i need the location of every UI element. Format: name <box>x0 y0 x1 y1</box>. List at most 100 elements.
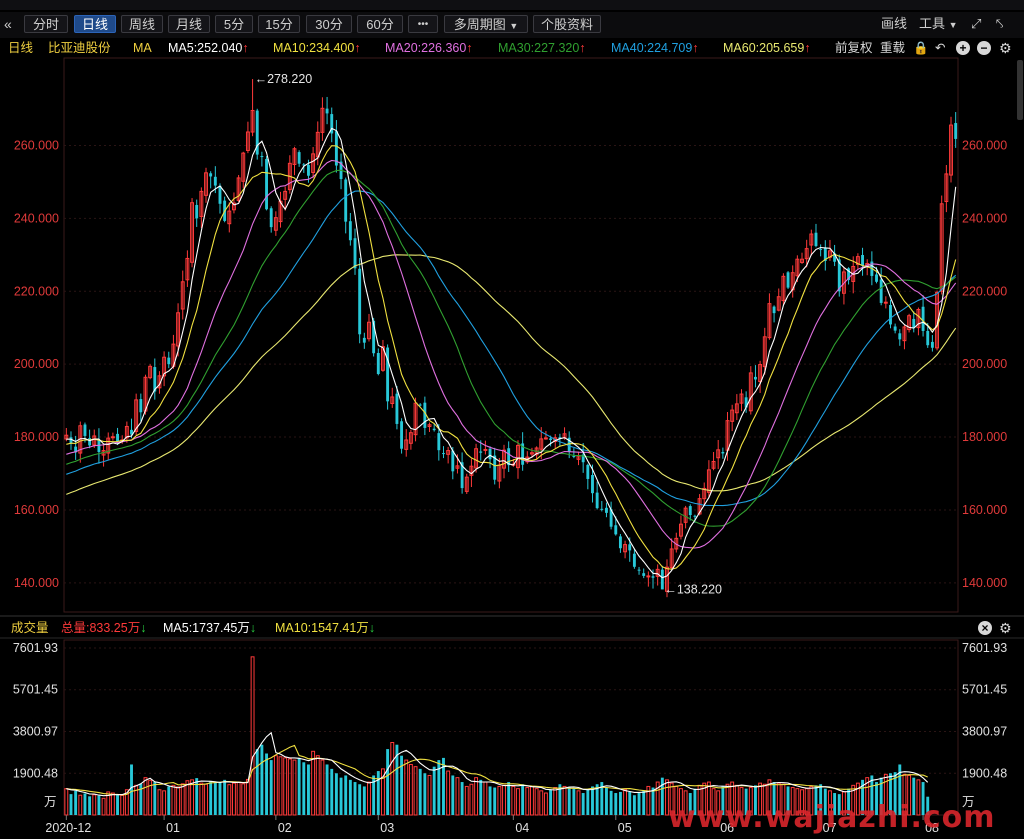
tab-3[interactable]: 月线 <box>168 15 210 33</box>
candle-body <box>176 312 181 347</box>
volume-bar <box>143 777 148 816</box>
candle-body <box>395 393 399 424</box>
multi-period-button[interactable]: 多周期图 ▼ <box>444 15 528 33</box>
x-axis-label: 2020-12 <box>45 821 91 835</box>
zoom-in-icon[interactable]: + <box>956 41 970 55</box>
tools-button[interactable]: 工具 ▼ <box>919 15 958 33</box>
candle-body <box>204 172 208 196</box>
volume-bar <box>232 782 236 816</box>
candle-body <box>153 367 157 392</box>
candle-body <box>134 399 139 432</box>
candle-body <box>493 455 497 480</box>
candle-body <box>632 553 636 567</box>
volume-bar <box>772 782 776 815</box>
volume-bar <box>64 788 69 816</box>
tab-6[interactable]: 30分 <box>306 15 352 33</box>
x-axis-label: 08 <box>925 821 939 835</box>
volume-tick-right: 3800.97 <box>962 724 1007 738</box>
collapse-icon[interactable]: ⤣ <box>996 16 1004 31</box>
volume-bar <box>241 783 246 816</box>
adjust-button[interactable]: 前复权 <box>835 41 873 55</box>
volume-bar <box>124 789 129 816</box>
volume-bar <box>287 758 292 816</box>
volume-bar <box>358 784 362 815</box>
expand-icon[interactable]: ⤢ <box>971 16 982 31</box>
volume-bar <box>539 790 544 816</box>
draw-line-button[interactable]: 画线 <box>881 16 908 31</box>
ma60-value: MA60:205.659↑ <box>723 39 811 57</box>
candle-body <box>744 397 748 408</box>
volume-bar <box>809 785 814 816</box>
more-button[interactable]: ••• <box>408 15 438 33</box>
gear-icon[interactable]: ⚙ <box>999 40 1012 56</box>
volume-bar <box>525 787 530 816</box>
ma30-value: MA30:227.320↑ <box>498 39 586 57</box>
candle-body <box>618 536 622 549</box>
up-arrow-icon: ↑ <box>354 41 361 55</box>
volume-bar <box>534 788 539 816</box>
x-axis-label: 04 <box>515 821 529 835</box>
lock-icon[interactable]: 🔒 <box>913 41 929 55</box>
stock-profile-button[interactable]: 个股资料 <box>533 15 601 33</box>
candle-body <box>344 179 348 222</box>
price-tick-left: 160.000 <box>14 503 59 517</box>
back-icon[interactable]: « <box>4 16 12 32</box>
candle-body <box>88 438 92 446</box>
volume-bar <box>800 789 804 816</box>
volume-bar <box>600 782 604 815</box>
candle-body <box>404 439 409 450</box>
price-tick-left: 140.000 <box>14 576 59 590</box>
volume-bar <box>814 785 818 815</box>
ma20-line <box>66 159 957 549</box>
volume-bar <box>861 779 864 815</box>
volume-bar <box>386 749 390 815</box>
ma10-text: MA10:234.400 <box>273 41 355 55</box>
tab-0[interactable]: 分时 <box>24 15 68 33</box>
volume-bar <box>521 784 525 815</box>
candle-body <box>609 509 613 527</box>
candle-body <box>716 449 721 459</box>
tab-5[interactable]: 15分 <box>258 15 300 33</box>
volume-bar <box>623 789 628 816</box>
volume-bar <box>926 796 930 815</box>
close-icon[interactable]: × <box>978 621 992 635</box>
volume-panel-border <box>63 639 959 816</box>
candle-body <box>762 336 767 368</box>
volume-bar <box>348 779 352 815</box>
volume-bar <box>185 780 190 816</box>
tab-4[interactable]: 5分 <box>215 15 253 33</box>
reload-button[interactable]: 重载 <box>880 41 906 55</box>
candle-body <box>325 108 329 114</box>
scrollbar-handle[interactable] <box>1017 60 1023 120</box>
volume-bar <box>209 780 213 815</box>
tab-1[interactable]: 日线 <box>74 15 116 33</box>
candle-body <box>800 258 804 263</box>
tab-2[interactable]: 周线 <box>121 15 163 33</box>
volume-bar <box>116 794 119 815</box>
ma10-line <box>66 145 957 570</box>
volume-bar <box>330 768 334 815</box>
volume-bar <box>609 790 613 815</box>
volume-bar <box>562 785 567 816</box>
gear-icon[interactable]: ⚙ <box>999 620 1012 636</box>
candle-body <box>907 315 912 331</box>
volume-bar <box>408 763 413 816</box>
volume-bar <box>488 786 492 815</box>
candle-body <box>711 460 716 469</box>
candle-body <box>69 437 73 444</box>
volume-bar <box>265 753 268 815</box>
volume-bar <box>297 757 301 815</box>
volume-ma5: MA5:1737.45万↓ <box>163 620 256 636</box>
volume-bar <box>758 782 763 816</box>
candle-body <box>269 208 273 228</box>
tab-7[interactable]: 60分 <box>357 15 403 33</box>
zoom-out-icon[interactable]: − <box>977 41 991 55</box>
volume-bar <box>236 781 241 816</box>
volume-bar <box>543 792 548 816</box>
undo-icon[interactable]: ↶ <box>935 41 946 55</box>
volume-bar <box>97 795 101 815</box>
down-arrow-icon: ↓ <box>140 621 147 635</box>
candle-body <box>595 492 599 509</box>
up-arrow-icon: ↑ <box>692 41 699 55</box>
